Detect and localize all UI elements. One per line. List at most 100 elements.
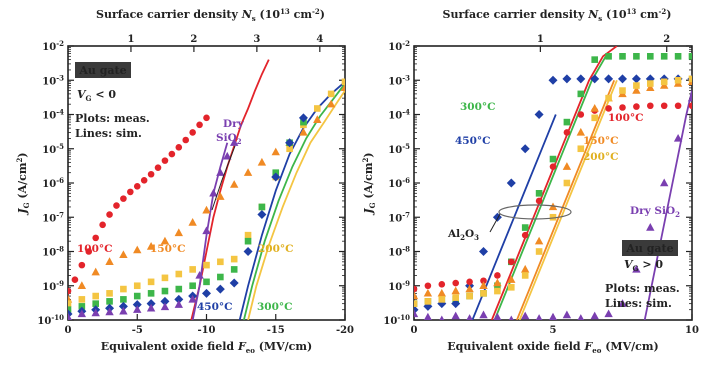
data-point — [521, 311, 530, 320]
data-point — [660, 102, 668, 110]
data-point — [414, 300, 418, 307]
y-tick-label: 10-7 — [42, 210, 64, 224]
data-point — [549, 312, 557, 320]
data-point — [106, 211, 113, 218]
data-point — [451, 286, 460, 295]
data-point — [217, 258, 224, 266]
y-tick-label: 10-6 — [42, 176, 64, 190]
x-tick-label: 0 — [65, 325, 72, 336]
data-point — [106, 290, 113, 297]
sim-line — [516, 79, 616, 320]
data-point — [189, 282, 196, 290]
data-point — [340, 83, 345, 92]
data-point — [68, 312, 72, 320]
data-point — [77, 309, 87, 318]
data-point — [673, 133, 683, 142]
legend-note: Lines: sim. — [75, 127, 142, 140]
series-annotation: 100°C — [608, 112, 644, 124]
data-point — [535, 248, 543, 255]
data-point — [188, 294, 197, 303]
data-point — [590, 311, 599, 320]
data-point — [535, 190, 543, 197]
data-point — [591, 56, 598, 63]
data-point — [298, 113, 308, 123]
y-tick-label: 10-9 — [388, 279, 410, 293]
data-point — [230, 266, 238, 273]
data-point — [577, 111, 585, 118]
data-point — [549, 213, 557, 221]
data-point — [479, 310, 488, 319]
data-point — [632, 86, 641, 94]
data-point — [590, 103, 599, 112]
data-point — [78, 296, 86, 303]
data-point — [154, 164, 162, 171]
data-point — [92, 292, 99, 300]
series-annotation: Dry SiO2 — [630, 205, 680, 219]
data-point — [202, 288, 211, 298]
data-point — [466, 314, 473, 320]
data-point — [78, 261, 86, 269]
data-point — [113, 202, 120, 209]
data-point — [118, 301, 128, 311]
data-point — [314, 105, 321, 112]
data-point — [92, 234, 99, 242]
data-point — [451, 311, 460, 320]
data-point — [189, 266, 196, 273]
data-point — [687, 93, 692, 102]
sim-line — [238, 81, 345, 320]
y-tick-label: 10-10 — [37, 313, 64, 327]
data-point — [508, 315, 514, 320]
y-axis-label: JG (A/cm2) — [361, 152, 377, 215]
data-point — [91, 308, 100, 317]
top-tick-label: 1 — [537, 34, 544, 45]
plot-area — [68, 59, 345, 320]
sim-line — [247, 90, 345, 320]
data-point — [508, 258, 515, 266]
data-point — [520, 144, 530, 154]
data-point — [466, 278, 473, 286]
sim-line — [493, 55, 607, 320]
data-point — [493, 312, 502, 320]
data-point — [133, 305, 142, 313]
data-point — [202, 205, 211, 214]
data-point — [230, 255, 238, 263]
data-point — [521, 224, 529, 231]
data-point — [590, 74, 600, 84]
data-point — [175, 270, 183, 278]
y-tick-label: 10-9 — [42, 279, 64, 293]
data-point — [647, 80, 654, 87]
data-point — [506, 178, 516, 188]
data-point — [452, 294, 459, 301]
data-point — [133, 245, 142, 254]
y-tick-label: 10-8 — [388, 245, 410, 259]
top-axis-label: Surface carrier density Ns (1013 cm-2) — [443, 7, 672, 23]
data-point — [688, 53, 692, 60]
data-point — [618, 74, 627, 84]
data-point — [563, 179, 571, 187]
data-point — [99, 221, 106, 229]
data-point — [203, 114, 210, 122]
y-tick-label: 10-2 — [388, 39, 410, 53]
data-point — [209, 188, 218, 197]
data-point — [633, 82, 640, 89]
data-point — [326, 99, 336, 108]
data-point — [605, 94, 612, 102]
data-point — [244, 237, 252, 245]
data-point — [202, 226, 211, 235]
data-point — [243, 247, 253, 256]
data-point — [647, 53, 654, 60]
data-point — [660, 78, 668, 86]
y-tick-label: 10-4 — [42, 108, 64, 122]
data-point — [105, 257, 114, 266]
y-tick-label: 10-5 — [388, 142, 410, 156]
data-point — [631, 74, 641, 84]
data-point — [424, 298, 432, 305]
data-point — [243, 168, 253, 176]
data-point — [92, 300, 99, 307]
data-point — [479, 247, 488, 256]
top-axis-label: Surface carrier density Ns (1013 cm-2) — [96, 7, 325, 23]
y-tick-label: 10-6 — [388, 176, 410, 190]
data-point — [174, 300, 183, 308]
data-point — [106, 298, 113, 305]
